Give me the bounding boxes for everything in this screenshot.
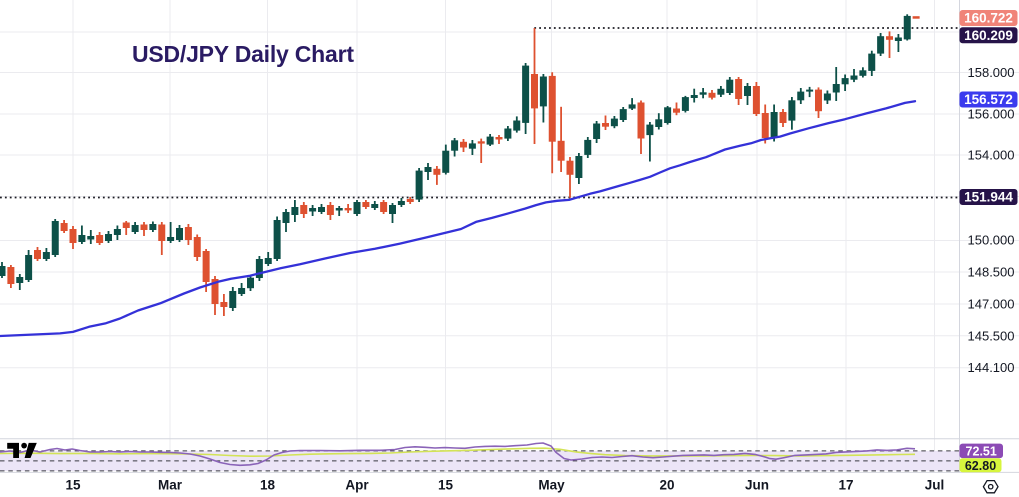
svg-text:15: 15 <box>438 478 454 493</box>
svg-text:USD/JPY Daily Chart: USD/JPY Daily Chart <box>132 41 354 67</box>
svg-text:147.000: 147.000 <box>968 297 1015 312</box>
svg-text:145.500: 145.500 <box>968 328 1015 343</box>
svg-text:20: 20 <box>659 478 674 493</box>
svg-text:May: May <box>538 478 565 493</box>
svg-text:Mar: Mar <box>158 478 183 493</box>
svg-text:156.572: 156.572 <box>964 92 1013 107</box>
svg-text:72.51: 72.51 <box>966 445 997 459</box>
svg-text:158.000: 158.000 <box>968 65 1015 80</box>
svg-text:148.500: 148.500 <box>968 265 1015 280</box>
svg-text:144.100: 144.100 <box>968 360 1015 375</box>
svg-text:Apr: Apr <box>345 478 369 493</box>
svg-text:17: 17 <box>838 478 853 493</box>
svg-text:18: 18 <box>260 478 276 493</box>
svg-text:160.722: 160.722 <box>964 11 1013 26</box>
svg-text:154.000: 154.000 <box>968 148 1015 163</box>
svg-text:15: 15 <box>65 478 81 493</box>
svg-text:156.000: 156.000 <box>968 107 1015 122</box>
svg-text:160.209: 160.209 <box>964 28 1013 43</box>
svg-text:Jul: Jul <box>925 478 945 493</box>
svg-text:Jun: Jun <box>745 478 769 493</box>
svg-text:62.80: 62.80 <box>965 459 996 473</box>
svg-text:150.000: 150.000 <box>968 233 1015 248</box>
svg-text:151.944: 151.944 <box>964 190 1013 205</box>
